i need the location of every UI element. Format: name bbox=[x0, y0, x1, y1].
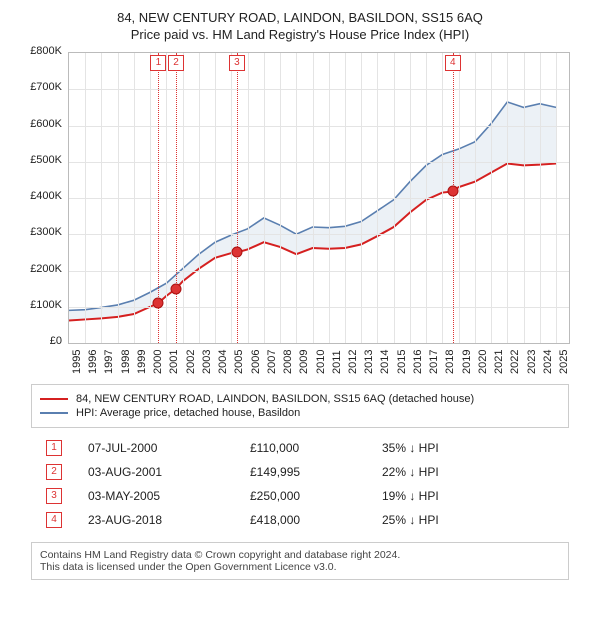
y-axis-label: £400K bbox=[20, 190, 62, 202]
x-axis-label: 2005 bbox=[233, 350, 245, 374]
x-axis-label: 2008 bbox=[282, 350, 294, 374]
x-axis-label: 2009 bbox=[298, 350, 310, 374]
y-axis-label: £200K bbox=[20, 263, 62, 275]
sale-date: 23-AUG-2018 bbox=[82, 508, 244, 532]
x-axis-label: 1997 bbox=[103, 350, 115, 374]
sale-price: £149,995 bbox=[244, 460, 376, 484]
y-axis-label: £500K bbox=[20, 154, 62, 166]
x-axis-label: 1995 bbox=[71, 350, 83, 374]
y-axis-label: £700K bbox=[20, 81, 62, 93]
table-row: 4 23-AUG-2018£418,00025% ↓ HPI bbox=[40, 508, 560, 532]
sale-marker: 1 bbox=[150, 55, 166, 71]
sale-marker: 2 bbox=[168, 55, 184, 71]
chart-area: 12 3 4 £0 £100K £200K £300K £400K £500K £600K £70… bbox=[20, 48, 580, 378]
x-axis-label: 2012 bbox=[347, 350, 359, 374]
sale-diff: 25% ↓ HPI bbox=[376, 508, 560, 532]
legend-label-property: 84, NEW CENTURY ROAD, LAINDON, BASILDON,… bbox=[76, 393, 474, 405]
footnote-box: Contains HM Land Registry data © Crown c… bbox=[31, 542, 569, 580]
sale-marker-icon: 3 bbox=[46, 488, 62, 504]
footnote-line1: Contains HM Land Registry data © Crown c… bbox=[40, 549, 560, 561]
sale-point bbox=[153, 298, 164, 309]
sale-marker: 4 bbox=[445, 55, 461, 71]
sale-marker-icon: 2 bbox=[46, 464, 62, 480]
x-axis-label: 2004 bbox=[217, 350, 229, 374]
x-axis-label: 2016 bbox=[412, 350, 424, 374]
title-address: 84, NEW CENTURY ROAD, LAINDON, BASILDON,… bbox=[10, 10, 590, 25]
y-axis-label: £600K bbox=[20, 118, 62, 130]
x-axis-label: 1996 bbox=[87, 350, 99, 374]
legend-label-hpi: HPI: Average price, detached house, Basi… bbox=[76, 407, 300, 419]
x-axis-label: 2022 bbox=[509, 350, 521, 374]
x-axis-label: 2001 bbox=[168, 350, 180, 374]
sale-diff: 22% ↓ HPI bbox=[376, 460, 560, 484]
sale-point bbox=[231, 247, 242, 258]
x-axis-label: 2017 bbox=[428, 350, 440, 374]
x-axis-label: 2023 bbox=[526, 350, 538, 374]
sale-marker-icon: 1 bbox=[46, 440, 62, 456]
sale-diff: 35% ↓ HPI bbox=[376, 436, 560, 460]
sale-date: 07-JUL-2000 bbox=[82, 436, 244, 460]
y-axis-label: £300K bbox=[20, 226, 62, 238]
sale-marker: 3 bbox=[229, 55, 245, 71]
title-subtitle: Price paid vs. HM Land Registry's House … bbox=[10, 27, 590, 42]
legend-swatch-hpi bbox=[40, 412, 68, 414]
table-row: 3 03-MAY-2005£250,00019% ↓ HPI bbox=[40, 484, 560, 508]
x-axis-label: 2019 bbox=[461, 350, 473, 374]
y-axis-label: £0 bbox=[20, 335, 62, 347]
x-axis-label: 2011 bbox=[331, 350, 343, 374]
sale-point bbox=[447, 186, 458, 197]
y-axis-label: £100K bbox=[20, 299, 62, 311]
x-axis-label: 1999 bbox=[136, 350, 148, 374]
x-axis-label: 2007 bbox=[266, 350, 278, 374]
plot-region: 12 3 4 bbox=[68, 52, 570, 344]
sale-price: £418,000 bbox=[244, 508, 376, 532]
legend-swatch-property bbox=[40, 398, 68, 400]
table-row: 2 03-AUG-2001£149,99522% ↓ HPI bbox=[40, 460, 560, 484]
x-axis-label: 2020 bbox=[477, 350, 489, 374]
legend-row-hpi: HPI: Average price, detached house, Basi… bbox=[40, 407, 560, 419]
sales-table: 1 07-JUL-2000£110,00035% ↓ HPI 2 03-AUG-200… bbox=[40, 436, 560, 532]
x-axis-label: 2014 bbox=[379, 350, 391, 374]
x-axis-label: 2000 bbox=[152, 350, 164, 374]
x-axis-label: 2024 bbox=[542, 350, 554, 374]
x-axis-label: 2006 bbox=[250, 350, 262, 374]
sale-price: £110,000 bbox=[244, 436, 376, 460]
footnote-line2: This data is licensed under the Open Gov… bbox=[40, 561, 560, 573]
x-axis-label: 1998 bbox=[120, 350, 132, 374]
sale-date: 03-MAY-2005 bbox=[82, 484, 244, 508]
x-axis-label: 2025 bbox=[558, 350, 570, 374]
x-axis-label: 2021 bbox=[493, 350, 505, 374]
y-axis-label: £800K bbox=[20, 45, 62, 57]
table-row: 1 07-JUL-2000£110,00035% ↓ HPI bbox=[40, 436, 560, 460]
legend-box: 84, NEW CENTURY ROAD, LAINDON, BASILDON,… bbox=[31, 384, 569, 428]
x-axis-label: 2018 bbox=[444, 350, 456, 374]
legend-row-property: 84, NEW CENTURY ROAD, LAINDON, BASILDON,… bbox=[40, 393, 560, 405]
chart-titles: 84, NEW CENTURY ROAD, LAINDON, BASILDON,… bbox=[10, 10, 590, 42]
x-axis-label: 2002 bbox=[185, 350, 197, 374]
sale-marker-icon: 4 bbox=[46, 512, 62, 528]
x-axis-label: 2013 bbox=[363, 350, 375, 374]
sale-price: £250,000 bbox=[244, 484, 376, 508]
x-axis-label: 2010 bbox=[315, 350, 327, 374]
x-axis-label: 2015 bbox=[396, 350, 408, 374]
sale-diff: 19% ↓ HPI bbox=[376, 484, 560, 508]
sale-date: 03-AUG-2001 bbox=[82, 460, 244, 484]
x-axis-label: 2003 bbox=[201, 350, 213, 374]
sale-point bbox=[170, 283, 181, 294]
